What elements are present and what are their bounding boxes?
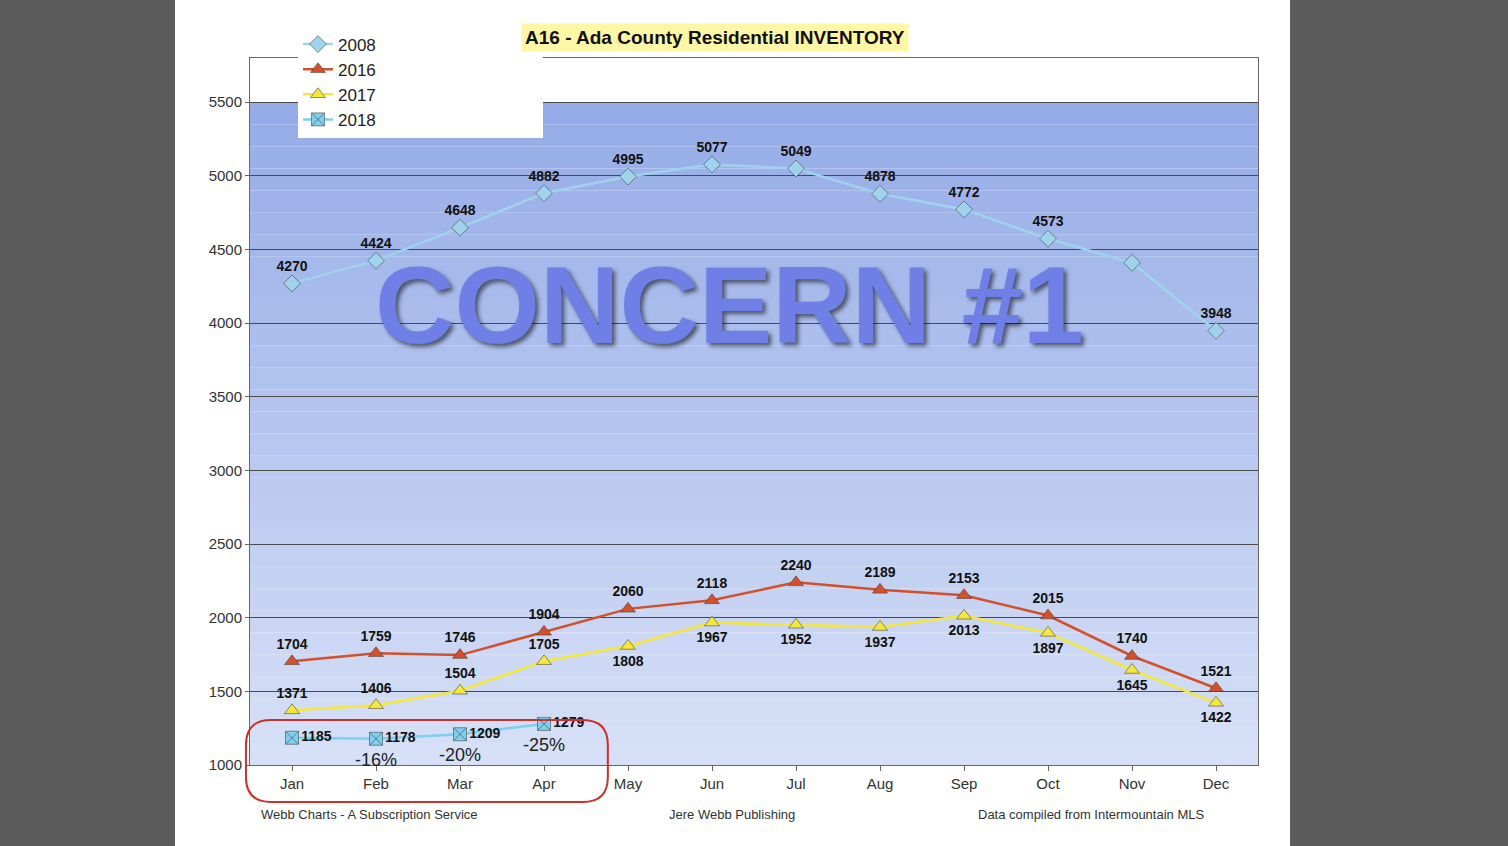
svg-text:Data compiled from Intermounta: Data compiled from Intermountain MLS xyxy=(978,807,1204,822)
svg-text:4270: 4270 xyxy=(276,258,307,274)
svg-text:Oct: Oct xyxy=(1036,775,1060,792)
svg-text:2000: 2000 xyxy=(209,609,242,626)
svg-text:1759: 1759 xyxy=(360,628,391,644)
svg-text:Apr: Apr xyxy=(532,775,555,792)
svg-text:2189: 2189 xyxy=(864,564,895,580)
svg-text:1000: 1000 xyxy=(209,756,242,773)
svg-text:1521: 1521 xyxy=(1200,663,1231,679)
svg-text:2153: 2153 xyxy=(948,570,979,586)
svg-text:4000: 4000 xyxy=(209,314,242,331)
svg-text:Jun: Jun xyxy=(700,775,724,792)
svg-text:4424: 4424 xyxy=(360,235,391,251)
svg-text:4878: 4878 xyxy=(864,168,895,184)
svg-text:4772: 4772 xyxy=(948,184,979,200)
svg-text:1705: 1705 xyxy=(528,636,559,652)
svg-text:1746: 1746 xyxy=(444,629,475,645)
svg-text:1904: 1904 xyxy=(528,606,559,622)
svg-text:5500: 5500 xyxy=(209,93,242,110)
svg-text:1371: 1371 xyxy=(276,685,307,701)
svg-text:4648: 4648 xyxy=(444,202,475,218)
svg-text:1504: 1504 xyxy=(444,665,475,681)
svg-text:Dec: Dec xyxy=(1203,775,1230,792)
svg-text:Webb Charts - A Subscription S: Webb Charts - A Subscription Service xyxy=(261,807,478,822)
svg-text:2016: 2016 xyxy=(338,61,376,80)
svg-text:1178: 1178 xyxy=(385,729,416,745)
svg-text:1808: 1808 xyxy=(612,653,643,669)
svg-text:3500: 3500 xyxy=(209,388,242,405)
svg-text:4995: 4995 xyxy=(612,151,643,167)
svg-text:3948: 3948 xyxy=(1200,305,1231,321)
svg-text:-25%: -25% xyxy=(523,735,565,755)
svg-text:3000: 3000 xyxy=(209,462,242,479)
svg-text:1937: 1937 xyxy=(864,634,895,650)
svg-text:1209: 1209 xyxy=(469,725,500,741)
svg-text:Sep: Sep xyxy=(951,775,978,792)
svg-text:4573: 4573 xyxy=(1032,213,1063,229)
svg-text:Mar: Mar xyxy=(447,775,473,792)
svg-text:Jul: Jul xyxy=(786,775,805,792)
svg-text:5049: 5049 xyxy=(780,143,811,159)
svg-text:May: May xyxy=(614,775,643,792)
svg-text:1897: 1897 xyxy=(1032,640,1063,656)
svg-text:2060: 2060 xyxy=(612,583,643,599)
svg-text:-20%: -20% xyxy=(439,745,481,765)
svg-text:CONCERN #1: CONCERN #1 xyxy=(375,243,1084,366)
svg-text:5000: 5000 xyxy=(209,167,242,184)
svg-text:1952: 1952 xyxy=(780,631,811,647)
svg-text:2118: 2118 xyxy=(697,575,728,591)
svg-text:1740: 1740 xyxy=(1116,630,1147,646)
svg-text:A16 - Ada County Residential I: A16 - Ada County Residential INVENTORY xyxy=(525,27,905,48)
svg-text:Jan: Jan xyxy=(280,775,304,792)
svg-text:2015: 2015 xyxy=(1032,590,1063,606)
svg-text:1704: 1704 xyxy=(276,636,307,652)
svg-text:4500: 4500 xyxy=(209,241,242,258)
svg-text:Nov: Nov xyxy=(1119,775,1146,792)
svg-text:1279: 1279 xyxy=(553,714,584,730)
svg-text:-16%: -16% xyxy=(355,750,397,770)
svg-text:1500: 1500 xyxy=(209,683,242,700)
svg-text:2017: 2017 xyxy=(338,86,376,105)
svg-text:2018: 2018 xyxy=(338,111,376,130)
svg-text:1185: 1185 xyxy=(301,728,332,744)
svg-text:Feb: Feb xyxy=(363,775,389,792)
svg-text:5077: 5077 xyxy=(696,139,727,155)
svg-text:1422: 1422 xyxy=(1200,709,1231,725)
svg-text:2240: 2240 xyxy=(780,557,811,573)
svg-text:1406: 1406 xyxy=(360,680,391,696)
svg-text:2013: 2013 xyxy=(948,622,979,638)
svg-text:4882: 4882 xyxy=(528,168,559,184)
svg-text:1967: 1967 xyxy=(696,629,727,645)
svg-text:Aug: Aug xyxy=(867,775,894,792)
svg-text:2500: 2500 xyxy=(209,535,242,552)
svg-text:Jere Webb Publishing: Jere Webb Publishing xyxy=(669,807,795,822)
svg-text:2008: 2008 xyxy=(338,36,376,55)
svg-text:1645: 1645 xyxy=(1116,677,1147,693)
